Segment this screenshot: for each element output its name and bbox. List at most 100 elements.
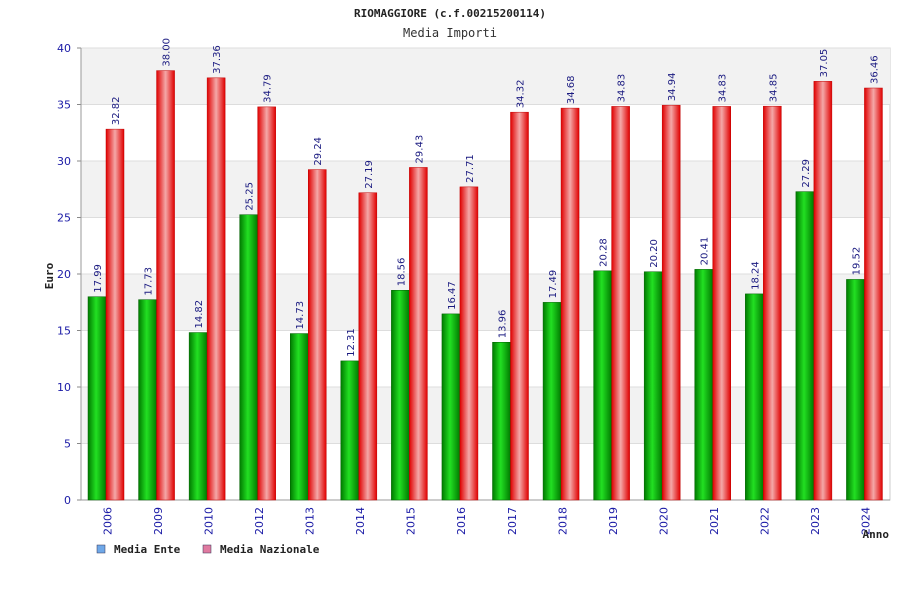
- data-label-media-nazionale: 37.05: [819, 49, 830, 78]
- data-label-media-nazionale: 34.94: [667, 73, 678, 102]
- bar-media-ente: [492, 342, 511, 501]
- chart-subtitle: Media Importi: [403, 26, 497, 40]
- x-tick-label: 2023: [809, 507, 822, 535]
- bar-media-nazionale: [661, 104, 681, 501]
- bar-media-nazionale: [864, 87, 883, 501]
- x-tick-label: 2006: [101, 507, 114, 535]
- data-label-media-nazionale: 38.00: [162, 38, 173, 67]
- legend-swatch-ente: [96, 544, 106, 554]
- data-label-media-nazionale: 27.71: [465, 154, 476, 183]
- bar-media-nazionale: [206, 77, 226, 501]
- data-label-media-nazionale: 34.85: [768, 74, 779, 103]
- data-label-media-ente: 12.31: [346, 328, 357, 357]
- x-tick-label: 2013: [304, 507, 317, 535]
- data-label-media-nazionale: 34.83: [718, 74, 729, 103]
- data-label-media-nazionale: 36.46: [869, 55, 880, 84]
- bar-media-nazionale: [611, 106, 630, 501]
- bar-media-ente: [239, 214, 258, 501]
- x-tick-label: 2022: [759, 507, 772, 535]
- bar-media-nazionale: [156, 70, 175, 501]
- bar-media-nazionale: [510, 111, 529, 501]
- y-tick-label: 40: [57, 42, 71, 55]
- bar-media-ente: [846, 279, 865, 501]
- y-tick-label: 5: [64, 438, 71, 451]
- data-labels-group: 17.99 32.82 17.73 38.00 14.82 37.36 25.25 34.79…: [93, 38, 880, 357]
- bar-media-ente: [542, 302, 562, 501]
- data-label-media-ente: 16.47: [447, 281, 458, 310]
- data-label-media-ente: 18.56: [396, 258, 407, 287]
- legend-swatch-nazionale: [202, 544, 212, 554]
- x-axis-label: Anno: [863, 528, 890, 541]
- x-tick-label: 2018: [556, 507, 569, 535]
- data-label-media-ente: 17.99: [93, 264, 104, 293]
- data-label-media-nazionale: 34.32: [516, 80, 527, 109]
- bar-media-ente: [694, 269, 713, 501]
- legend: Media Ente Media Nazionale: [96, 543, 320, 556]
- y-tick-label: 25: [57, 212, 71, 225]
- data-label-media-ente: 20.20: [649, 239, 660, 268]
- bar-media-nazionale: [308, 169, 327, 501]
- x-tick-label: 2016: [455, 507, 468, 535]
- data-label-media-ente: 14.73: [295, 301, 306, 330]
- bar-media-ente: [391, 290, 410, 501]
- x-tick-label: 2012: [253, 507, 266, 535]
- y-tick-label: 35: [57, 99, 71, 112]
- x-tick-label: 2021: [708, 507, 721, 535]
- bar-media-ente: [290, 333, 309, 501]
- y-tick-label: 20: [57, 268, 71, 281]
- data-label-media-nazionale: 34.68: [566, 75, 577, 104]
- bar-media-nazionale: [712, 106, 731, 501]
- bar-media-nazionale: [763, 105, 782, 501]
- data-label-media-ente: 17.73: [144, 267, 155, 296]
- x-tick-label: 2009: [152, 507, 165, 535]
- data-label-media-nazionale: 32.82: [111, 96, 122, 125]
- bar-media-ente: [745, 293, 764, 501]
- y-axis-ticks: 0 5 10 15 20 25 30 35 40: [57, 42, 71, 507]
- bar-media-nazionale: [459, 186, 479, 501]
- data-label-media-nazionale: 34.79: [263, 74, 274, 103]
- bar-media-ente: [188, 332, 208, 501]
- y-tick-label: 10: [57, 381, 71, 394]
- x-tick-label: 2017: [506, 507, 519, 535]
- bar-media-ente: [340, 360, 360, 501]
- bar-media-nazionale: [560, 107, 580, 501]
- bar-media-ente: [643, 271, 663, 501]
- x-tick-label: 2019: [607, 507, 620, 535]
- x-tick-label: 2014: [354, 507, 367, 535]
- bar-media-ente: [87, 296, 107, 501]
- data-label-media-ente: 20.41: [700, 237, 711, 266]
- data-label-media-nazionale: 29.24: [313, 137, 324, 166]
- bar-media-ente: [441, 313, 461, 501]
- bar-media-nazionale: [813, 81, 833, 501]
- data-label-media-nazionale: 29.43: [414, 135, 425, 164]
- x-axis-ticks: 2006 2009 2010 2012 2013 2014 2015 2016 2017 2018…: [101, 507, 872, 535]
- legend-label-ente: Media Ente: [114, 543, 181, 556]
- data-label-media-ente: 27.29: [801, 159, 812, 188]
- bar-media-nazionale: [257, 106, 276, 501]
- bar-media-nazionale: [358, 192, 378, 501]
- bar-media-ente: [795, 191, 815, 501]
- y-tick-label: 15: [57, 325, 71, 338]
- data-label-media-ente: 25.25: [245, 182, 256, 211]
- bars-group: [87, 70, 883, 501]
- data-label-media-nazionale: 27.19: [364, 160, 375, 189]
- data-label-media-ente: 19.52: [851, 247, 862, 276]
- bar-media-nazionale: [409, 167, 428, 501]
- bar-media-ente: [593, 270, 612, 501]
- x-tick-label: 2010: [202, 507, 215, 535]
- x-tick-label: 2020: [657, 507, 670, 535]
- data-label-media-ente: 18.24: [750, 261, 761, 290]
- data-label-media-ente: 14.82: [194, 300, 205, 329]
- y-tick-label: 30: [57, 155, 71, 168]
- x-tick-label: 2015: [405, 507, 418, 535]
- x-tick-label: 2024: [860, 507, 873, 535]
- y-tick-label: 0: [64, 494, 71, 507]
- legend-label-nazionale: Media Nazionale: [220, 543, 320, 556]
- data-label-media-ente: 17.49: [548, 270, 559, 299]
- y-axis-label: Euro: [43, 262, 56, 289]
- bar-media-ente: [138, 299, 157, 501]
- bar-media-nazionale: [105, 128, 125, 501]
- data-label-media-ente: 13.96: [498, 310, 509, 339]
- data-label-media-nazionale: 34.83: [617, 74, 628, 103]
